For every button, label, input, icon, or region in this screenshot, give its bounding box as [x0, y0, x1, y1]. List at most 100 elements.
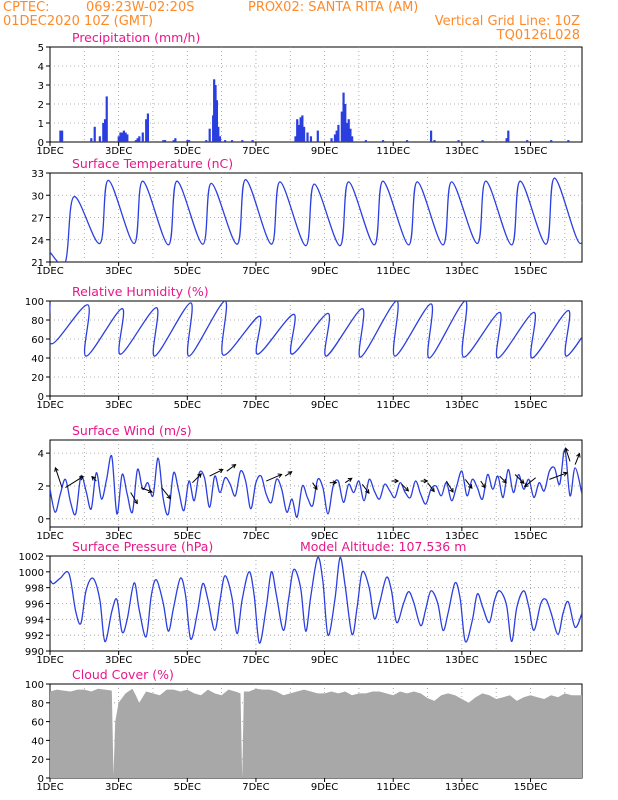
wind-arrow — [226, 464, 236, 472]
precip-bar — [103, 119, 107, 142]
precip-bar — [241, 140, 244, 142]
y-tick-label: 0 — [38, 774, 44, 785]
y-tick-label: 60 — [31, 718, 44, 729]
x-tick-label: 3DEC — [105, 400, 132, 411]
precip-bar — [309, 136, 313, 142]
precip-bar — [145, 119, 148, 142]
x-tick-label: 13DEC — [445, 782, 479, 793]
precip-bar — [481, 140, 484, 142]
precip-bar — [141, 132, 144, 142]
x-tick-label: 5DEC — [174, 146, 201, 157]
x-tick-label: 11DEC — [376, 266, 410, 277]
precip-bar — [215, 100, 219, 142]
y-tick-label: 100 — [25, 297, 44, 308]
x-tick-label: 15DEC — [514, 400, 548, 411]
wind-arrow-head — [449, 488, 454, 493]
wind-arrow — [361, 484, 370, 494]
y-tick-label: 2 — [38, 100, 44, 111]
x-tick-label: 11DEC — [376, 400, 410, 411]
plot-area — [50, 177, 582, 262]
precip-bar — [217, 126, 220, 142]
precip-bar — [134, 140, 138, 142]
wind-arrow-head — [287, 471, 293, 476]
y-tick-label: 30 — [31, 191, 44, 202]
y-tick-label: 996 — [25, 600, 44, 611]
wind-arrow — [464, 479, 473, 489]
x-tick-label: 3DEC — [105, 782, 132, 793]
precip-bar — [302, 126, 306, 142]
precip-bar — [162, 140, 165, 142]
precip-bar — [186, 140, 189, 142]
precip-bar — [93, 126, 96, 142]
wind-arrow-head — [231, 463, 237, 469]
x-tick-label: 7DEC — [242, 146, 269, 157]
x-tick-label: 1DEC — [36, 266, 63, 277]
y-tick-label: 990 — [25, 647, 44, 658]
wind-arrow-head — [218, 468, 224, 474]
precip-bar — [146, 113, 150, 142]
panel-frame — [49, 300, 583, 397]
wind-arrow-head — [91, 475, 96, 481]
wind-arrow-head — [133, 499, 138, 505]
wind-arrow-head — [54, 466, 59, 472]
panel-title: Surface Temperature (nC) — [72, 156, 233, 171]
precip-bar — [306, 132, 309, 142]
wind-arrow-head — [562, 471, 568, 477]
wind-arrow — [54, 467, 63, 488]
precip-bar — [98, 136, 101, 142]
series-line — [50, 556, 582, 644]
x-tick-label: 3DEC — [105, 146, 132, 157]
x-tick-label: 13DEC — [445, 655, 479, 666]
precip-bar — [340, 111, 343, 142]
plot-area — [50, 301, 582, 359]
precip-bar — [163, 140, 167, 142]
precip-bar — [136, 138, 139, 142]
y-tick-label: 80 — [31, 699, 44, 710]
precip-bar — [342, 92, 345, 142]
plot-area — [50, 688, 582, 778]
wind-arrow — [130, 492, 138, 504]
wind-arrow — [65, 476, 84, 489]
plot-area — [50, 556, 582, 644]
y-tick-label: 21 — [31, 258, 44, 269]
x-tick-label: 1DEC — [36, 655, 63, 666]
y-tick-label: 33 — [31, 169, 44, 180]
panel-annotation: Model Altitude: 107.536 m — [300, 539, 466, 554]
x-tick-label: 5DEC — [174, 655, 201, 666]
wind-arrow — [549, 472, 568, 480]
precip-bar — [299, 117, 302, 142]
wind-arrow — [514, 474, 525, 484]
y-tick-label: 27 — [31, 214, 44, 225]
wind-arrow-head — [423, 478, 429, 484]
x-tick-label: 13DEC — [445, 146, 479, 157]
wind-arrow — [344, 477, 353, 484]
precip-bar — [213, 79, 216, 142]
precip-bar — [333, 134, 337, 142]
y-tick-label: 992 — [25, 631, 44, 642]
precip-bar — [214, 85, 217, 142]
x-tick-label: 5DEC — [174, 400, 201, 411]
y-tick-label: 998 — [25, 584, 44, 595]
panel-6: 0 20 40 60 80 100 1DEC 3DEC 5DEC 7DEC 9DEC 11DEC 13D… — [25, 667, 583, 793]
wind-arrow-head — [197, 473, 202, 478]
x-tick-label: 3DEC — [105, 655, 132, 666]
wind-arrow-head — [332, 480, 338, 486]
wind-arrow-head — [576, 452, 581, 458]
precip-bar — [224, 140, 227, 142]
x-tick-label: 15DEC — [514, 655, 548, 666]
wind-arrow-head — [79, 476, 84, 481]
x-tick-label: 11DEC — [376, 655, 410, 666]
precip-bar — [188, 140, 191, 142]
precip-bar — [121, 132, 124, 142]
wind-arrow — [499, 475, 507, 484]
panel-title: Surface Wind (m/s) — [72, 423, 192, 438]
precip-bar — [550, 140, 553, 142]
x-tick-label: 15DEC — [514, 531, 548, 542]
panel-title: Precipitation (mm/h) — [72, 30, 200, 45]
x-tick-label: 15DEC — [514, 146, 548, 157]
precip-bar — [337, 124, 340, 142]
y-tick-label: 994 — [25, 615, 44, 626]
wind-arrow-head — [468, 484, 473, 490]
precip-bar — [330, 138, 333, 142]
wind-arrow — [161, 487, 171, 499]
